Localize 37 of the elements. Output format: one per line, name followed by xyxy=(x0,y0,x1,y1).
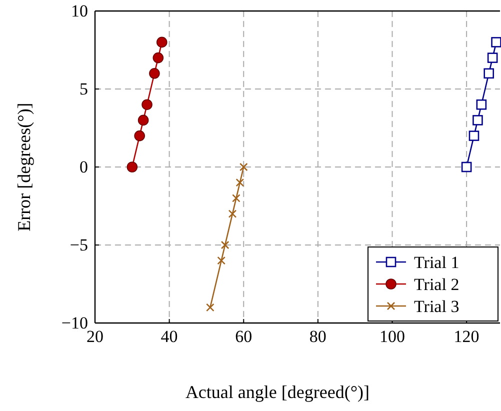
point xyxy=(152,52,164,64)
point xyxy=(472,115,483,126)
x-tick-label: 80 xyxy=(309,327,326,346)
point xyxy=(239,162,248,172)
legend-label: Trial 3 xyxy=(414,297,460,316)
point xyxy=(142,99,152,110)
x-tick-label: 20 xyxy=(86,327,104,346)
x-tick-label: 40 xyxy=(160,327,178,346)
point xyxy=(138,114,149,126)
y-tick-label: −5 xyxy=(70,235,88,254)
y-axis-title: Error [degrees(°)] xyxy=(14,102,34,232)
point xyxy=(134,130,145,142)
x-tick-label: 60 xyxy=(235,327,252,346)
y-tick-label: 0 xyxy=(80,157,88,176)
point xyxy=(228,210,237,218)
point xyxy=(487,52,498,63)
point xyxy=(156,36,168,48)
point xyxy=(217,256,226,265)
point xyxy=(149,68,160,79)
x-tick-label: 100 xyxy=(380,327,405,346)
point xyxy=(491,37,501,48)
point xyxy=(461,162,472,172)
point xyxy=(232,194,240,202)
y-tick-label: 5 xyxy=(80,79,88,98)
x-axis-title: Actual angle [degreed(°)] xyxy=(185,382,370,402)
point xyxy=(206,303,214,312)
y-tick-label: 10 xyxy=(71,1,88,20)
point xyxy=(484,68,494,79)
point xyxy=(236,178,244,187)
point xyxy=(126,162,138,172)
point xyxy=(468,130,480,141)
legend-label: Trial 1 xyxy=(414,253,460,272)
y-tick-label: −10 xyxy=(61,313,88,332)
point xyxy=(220,240,230,250)
point xyxy=(476,99,487,110)
legend-label: Trial 2 xyxy=(414,275,460,294)
x-tick-label: 120 xyxy=(454,327,480,346)
